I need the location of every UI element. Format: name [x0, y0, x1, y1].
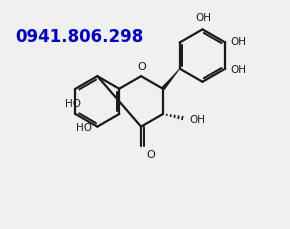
- Text: OH: OH: [195, 13, 211, 22]
- Text: HO: HO: [77, 122, 93, 132]
- Text: HO: HO: [65, 99, 81, 109]
- Text: O: O: [146, 149, 155, 159]
- Text: OH: OH: [230, 64, 246, 74]
- Text: O: O: [138, 62, 146, 72]
- Text: 0941.806.298: 0941.806.298: [16, 28, 144, 46]
- Text: OH: OH: [230, 36, 246, 46]
- Polygon shape: [162, 69, 180, 90]
- Text: OH: OH: [189, 114, 205, 124]
